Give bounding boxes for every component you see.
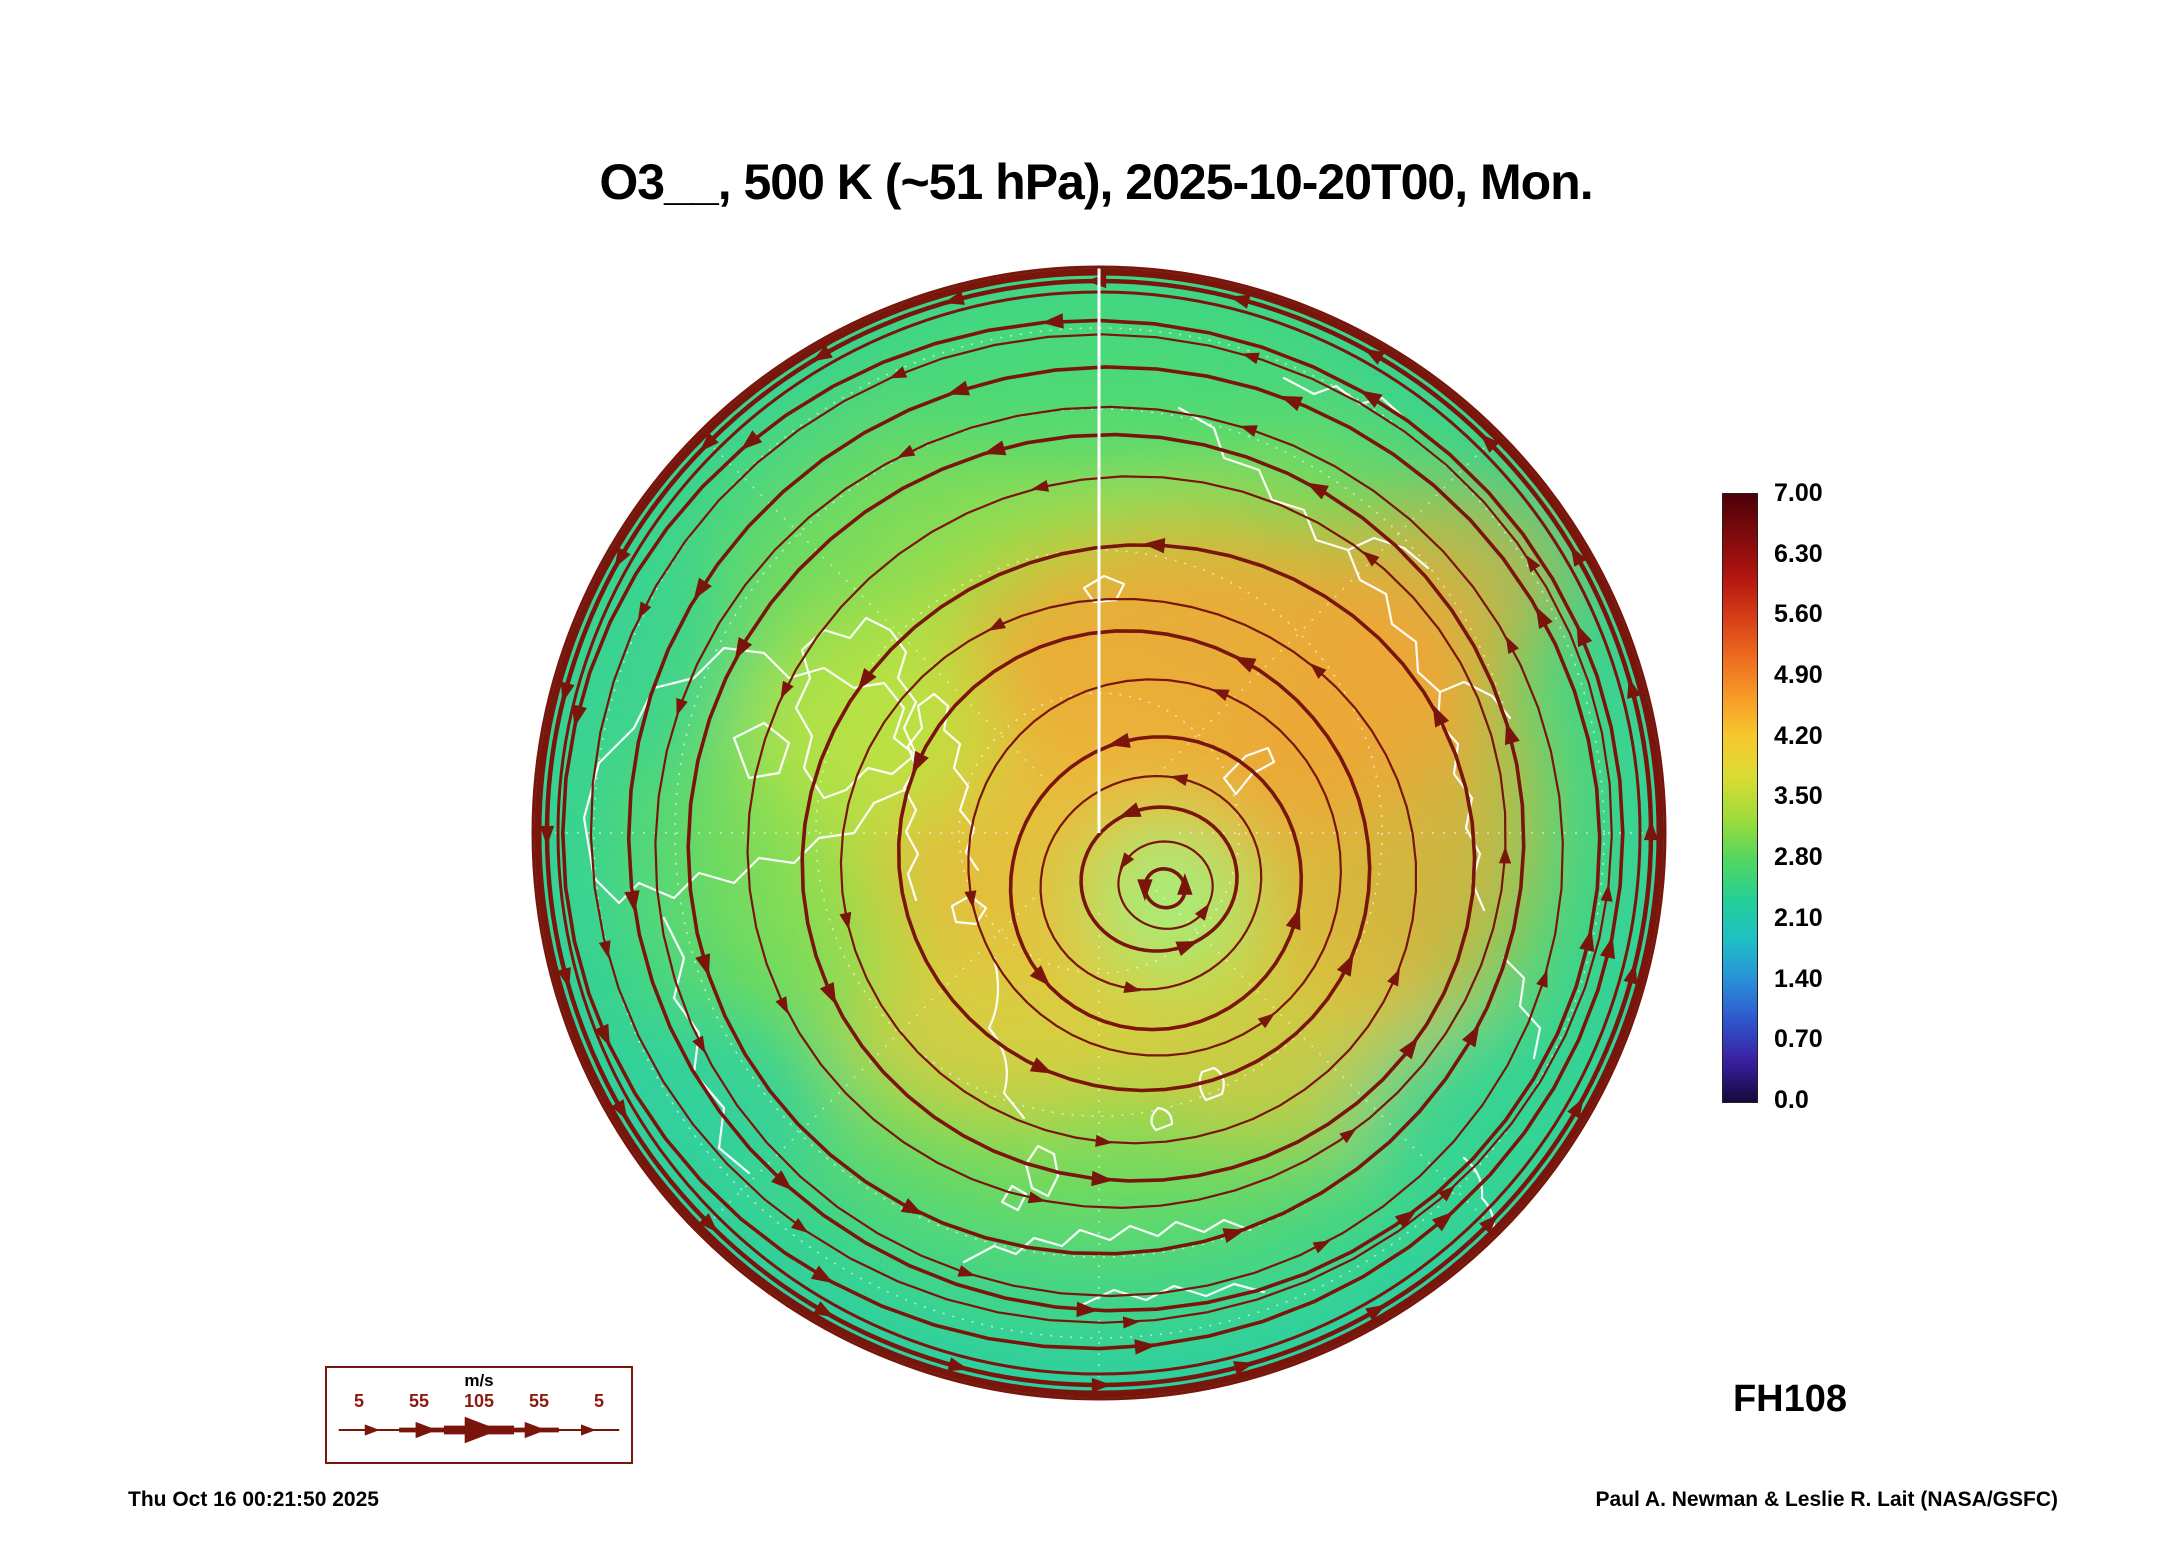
- coast-greenland: [794, 616, 918, 800]
- wind-units-label: m/s: [464, 1371, 494, 1390]
- colorbar-tick-label: 1.40: [1774, 964, 1823, 993]
- wind-speed-tick: 5: [593, 1391, 604, 1411]
- colorbar-tick-label: 0.0: [1774, 1085, 1809, 1114]
- colorbar-tick-label: 7.00: [1774, 479, 1823, 507]
- generation-timestamp: Thu Oct 16 00:21:50 2025: [128, 1488, 379, 1511]
- globe-rim: [531, 265, 1667, 1401]
- wind-speed-tick: 55: [528, 1391, 550, 1411]
- colorbar-tick-label: 2.10: [1774, 903, 1823, 932]
- coast-novaya-zemlya: [1222, 746, 1276, 796]
- colorbar-tick-label: 5.60: [1774, 600, 1823, 629]
- wind-speed-tick: 105: [463, 1391, 495, 1411]
- globe-svg: [531, 265, 1667, 1401]
- colorbar-tick-label: 4.20: [1774, 721, 1823, 750]
- coast-black-sea: [1150, 1106, 1174, 1132]
- coast-scandinavia: [902, 692, 980, 902]
- colorbar-tick-label: 0.70: [1774, 1025, 1823, 1054]
- colorbar-tick-label: 4.90: [1774, 661, 1823, 690]
- coast-iceland: [950, 894, 988, 926]
- coast-europe: [962, 1218, 1252, 1264]
- coast-east-asia: [1502, 956, 1542, 1060]
- coast-baltic: [987, 956, 1026, 1120]
- credit-text: Paul A. Newman & Leslie R. Lait (NASA/GS…: [1595, 1488, 2058, 1511]
- colorbar-tick-label: 3.50: [1774, 782, 1823, 811]
- colorbar-labels: 7.00 6.30 5.60 4.90 4.20 3.50 2.80 2.10 1.40 0.70…: [1774, 481, 1823, 1113]
- colorbar-tick-label: 2.80: [1774, 843, 1823, 872]
- forecast-hour-label: FH108: [1732, 1378, 1848, 1420]
- coast-chukotka: [1282, 376, 1404, 418]
- coast-us-west: [662, 916, 751, 1175]
- coast-caspian: [1198, 1066, 1225, 1102]
- coast-hudson-bay: [732, 721, 791, 780]
- colorbar-gradient: [1722, 493, 1758, 1103]
- wind-speed-tick: 55: [408, 1391, 430, 1411]
- wind-speed-ticks: 5 55 105 55 5: [329, 1391, 629, 1411]
- colorbar-tick-label: 6.30: [1774, 539, 1823, 568]
- polar-map: [524, 258, 1674, 1408]
- coast-siberia-branch-1: [1346, 536, 1430, 570]
- wind-speed-legend: m/s 5 55 105 55 5: [325, 1366, 633, 1464]
- chart-title: O3__, 500 K (~51 hPa), 2025-10-20T00, Mo…: [599, 154, 1593, 210]
- coast-mediterranean: [1082, 1282, 1266, 1306]
- wind-speed-tick: 5: [353, 1391, 364, 1411]
- wind-scale-arrows-icon: [338, 1416, 620, 1444]
